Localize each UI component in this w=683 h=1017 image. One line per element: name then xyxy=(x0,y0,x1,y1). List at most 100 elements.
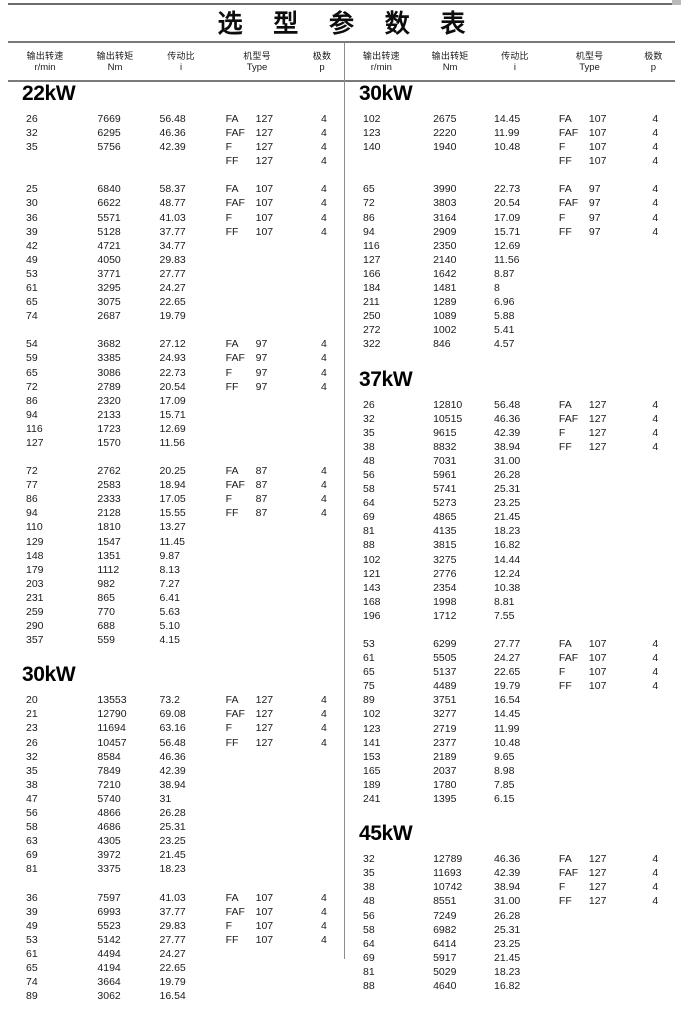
ratio-block: 53 6299 27.77 FA 107 4 61 5505 24.27 FAF 107 4 65 513… xyxy=(345,637,675,806)
cell-output-speed: 48 xyxy=(363,454,375,467)
type-prefix: FF xyxy=(558,440,572,453)
ratio-block: 65 3990 22.73 FA 97 4 72 3803 20.54 FAF 97 4 86 3164 1… xyxy=(345,182,675,351)
cell-output-torque: 1547 xyxy=(97,535,121,548)
cell-ratio: 69.08 xyxy=(159,708,186,721)
table-row: 20 13553 73.2 FA 127 4 xyxy=(8,693,344,707)
cell-poles: 4 xyxy=(321,736,327,749)
cell-ratio: 8.81 xyxy=(494,595,515,608)
cell-output-torque: 770 xyxy=(97,606,115,618)
type-size: 127 xyxy=(588,412,607,425)
cell-output-torque: 6299 xyxy=(433,638,457,650)
table-row: 32 10515 46.36 FAF 127 4 xyxy=(345,412,675,426)
cell-type: FA 107 xyxy=(220,891,304,905)
type-size: 97 xyxy=(255,338,268,351)
cell-output-speed: 26 xyxy=(26,736,38,749)
type-size: 127 xyxy=(588,881,607,894)
type-prefix: FA xyxy=(225,113,239,125)
type-prefix: FA xyxy=(558,853,572,866)
cell-output-torque: 2350 xyxy=(433,239,457,252)
ratio-block: 36 7597 41.03 FA 107 4 39 6993 37.77 FAF 107 4 49 552… xyxy=(8,891,344,1004)
type-prefix: FF xyxy=(558,895,572,908)
cell-output-speed: 322 xyxy=(363,338,381,351)
cell-output-speed: 64 xyxy=(363,937,375,950)
cell-output-speed: 39 xyxy=(26,905,38,918)
cell-poles: 4 xyxy=(321,225,327,238)
cell-ratio: 46.36 xyxy=(494,412,521,425)
cell-ratio: 31.00 xyxy=(494,454,521,467)
table-row: 59 3385 24.93 FAF 97 4 xyxy=(8,351,344,365)
type-prefix: F xyxy=(225,493,233,506)
cell-output-speed: 123 xyxy=(363,722,381,735)
table-row: 23 11694 63.16 F 127 4 xyxy=(8,721,344,735)
type-size: 107 xyxy=(588,141,607,154)
cell-output-torque: 4721 xyxy=(97,239,121,252)
table-row: 72 2789 20.54 FF 97 4 xyxy=(8,380,344,394)
cell-type: F 97 xyxy=(220,366,304,380)
cell-poles: 4 xyxy=(652,652,659,665)
cell-output-speed: 25 xyxy=(26,183,38,196)
table-row: 153 2189 9.65 xyxy=(345,750,675,764)
table-row: 65 3990 22.73 FA 97 4 xyxy=(345,182,675,196)
cell-poles: 4 xyxy=(321,507,327,520)
cell-output-speed: 26 xyxy=(26,113,38,125)
cell-ratio: 23.25 xyxy=(494,937,521,950)
table-row: 32 8584 46.36 xyxy=(8,750,344,764)
ratio-block: 32 12789 46.36 FA 127 4 35 11693 42.39 FAF 127 4 38 1… xyxy=(345,852,675,993)
cell-output-torque: 12790 xyxy=(97,708,127,721)
cell-output-speed: 54 xyxy=(26,338,38,351)
cell-output-torque: 5273 xyxy=(433,497,457,510)
cell-output-torque: 7210 xyxy=(97,778,121,791)
cell-output-torque: 6840 xyxy=(97,183,121,196)
type-size: 87 xyxy=(255,493,268,506)
type-prefix: FF xyxy=(558,155,572,168)
header-output-speed-cn: 输出转速 xyxy=(26,50,64,61)
type-size: 97 xyxy=(588,225,601,238)
column-divider xyxy=(344,43,345,959)
cell-output-torque: 6295 xyxy=(97,127,121,140)
cell-ratio: 11.99 xyxy=(494,127,520,140)
type-prefix: FAF xyxy=(558,867,579,880)
cell-ratio: 11.45 xyxy=(159,535,186,548)
table-row: 74 2687 19.79 xyxy=(8,309,344,323)
cell-type: FF 107 xyxy=(220,933,304,947)
header-type: 机型号 Type xyxy=(214,43,300,80)
cell-poles: 4 xyxy=(652,867,659,880)
cell-type: F 107 xyxy=(553,665,636,679)
table-row: 148 1351 9.87 xyxy=(8,549,344,563)
power-rating-heading: 22kW xyxy=(22,82,76,105)
cell-ratio: 73.2 xyxy=(159,694,180,707)
type-size: 127 xyxy=(588,440,607,453)
type-size: 107 xyxy=(588,652,607,665)
table-row: 30 6622 48.77 FAF 107 4 xyxy=(8,196,344,210)
cell-ratio: 25.31 xyxy=(494,483,521,496)
cell-ratio: 18.23 xyxy=(494,525,521,538)
cell-output-torque: 1089 xyxy=(433,310,457,323)
cell-output-torque: 2140 xyxy=(433,253,457,266)
cell-ratio: 22.65 xyxy=(159,961,186,974)
header-ratio: 传动比 i xyxy=(483,43,548,80)
cell-output-torque: 2687 xyxy=(97,310,121,323)
cell-ratio: 16.82 xyxy=(494,539,521,552)
table-row: 250 1089 5.88 xyxy=(345,309,675,323)
cell-type: FA 107 xyxy=(220,182,304,196)
table-row: 102 3277 14.45 xyxy=(345,707,675,721)
cell-ratio: 25.31 xyxy=(494,923,521,936)
cell-output-torque: 3086 xyxy=(97,366,121,379)
cell-output-speed: 102 xyxy=(363,553,381,566)
table-row: 123 2719 11.99 xyxy=(345,722,675,736)
cell-output-speed: 129 xyxy=(26,535,44,548)
ratio-block: 72 2762 20.25 FA 87 4 77 2583 18.94 FAF 87 4 86 2333 1… xyxy=(8,464,344,647)
table-row: 110 1810 13.27 xyxy=(8,520,344,534)
type-size: 107 xyxy=(588,113,607,125)
type-size: 107 xyxy=(255,891,274,904)
cell-type: FF 127 xyxy=(220,154,304,168)
cell-output-speed: 36 xyxy=(26,211,38,224)
table-row: 58 6982 25.31 xyxy=(345,923,675,937)
cell-poles: 4 xyxy=(652,127,659,140)
table-row: 102 2675 14.45 FA 107 4 xyxy=(345,112,675,126)
cell-output-torque: 5029 xyxy=(433,965,457,978)
cell-output-torque: 2189 xyxy=(433,750,457,763)
cell-ratio: 15.71 xyxy=(159,408,186,421)
cell-ratio: 4.15 xyxy=(159,634,180,647)
table-row: 61 3295 24.27 xyxy=(8,281,344,295)
